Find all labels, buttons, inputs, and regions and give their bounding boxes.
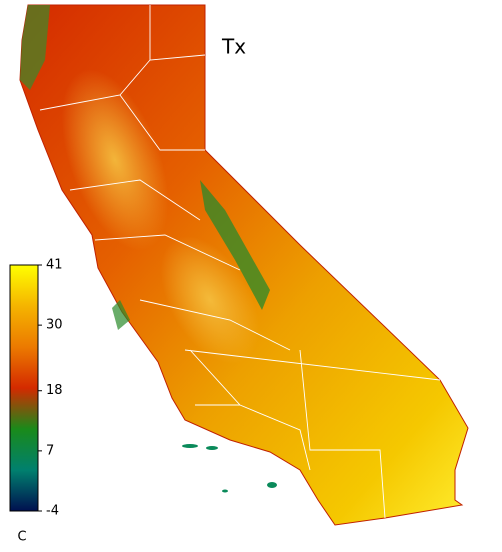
colorbar-unit: C <box>17 530 26 545</box>
colorbar-tick-label: 7 <box>46 443 54 458</box>
colorbar-tick-label: -4 <box>46 504 59 519</box>
california <box>19 4 469 526</box>
map-title: Tx <box>221 35 246 59</box>
colorbar-tick-label: 41 <box>46 258 63 273</box>
colorbar-tick-label: 18 <box>46 383 63 398</box>
colorbar <box>9 264 39 512</box>
colorbar-tick-label: 30 <box>46 318 63 333</box>
